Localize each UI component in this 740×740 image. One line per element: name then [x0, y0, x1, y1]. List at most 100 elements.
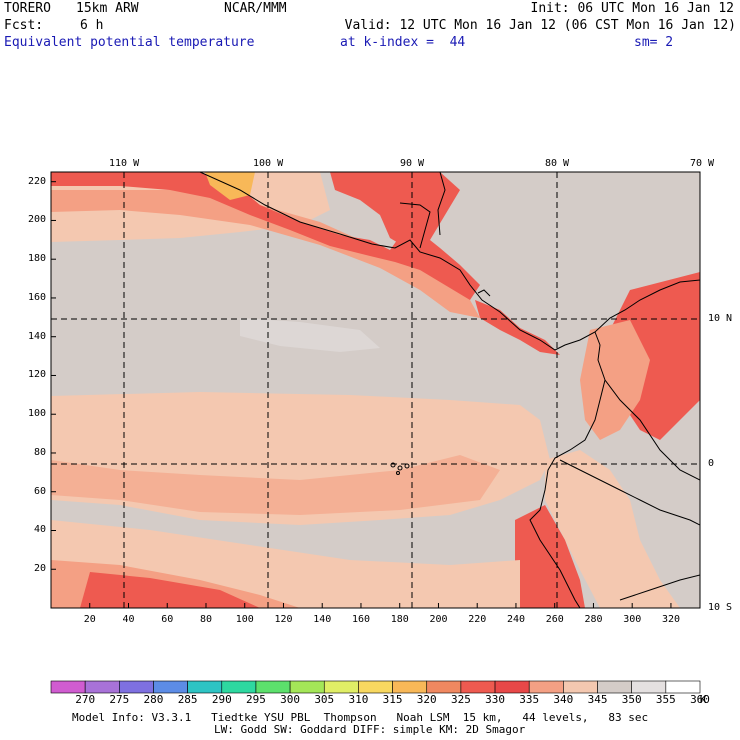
x-tick-label: 180	[390, 614, 409, 625]
lon-label-70w: 70 W	[690, 158, 715, 169]
colorbar-swatch	[563, 680, 598, 694]
x-tick-label: 100	[235, 614, 254, 625]
colorbar-swatch	[153, 680, 188, 694]
colorbar-swatch	[255, 680, 291, 694]
map-frame	[50, 171, 701, 609]
colorbar-swatch	[392, 680, 428, 694]
model-name: TORERO	[4, 1, 51, 16]
field-andes-band	[545, 450, 680, 608]
y-tick-marks	[51, 181, 56, 570]
y-tick-label: 100	[28, 408, 47, 420]
y-tick-label: 20	[34, 563, 47, 575]
field-gray-patch	[240, 318, 380, 352]
field-equatorial-warm	[51, 455, 500, 515]
forecast-hours: 6 h	[80, 18, 104, 33]
level-label: at k-index = 44	[340, 35, 466, 50]
init-time: Init: 06 UTC Mon 16 Jan 12	[530, 1, 735, 16]
colorbar-label: 280	[143, 693, 164, 706]
graticule	[51, 172, 700, 608]
x-tick-label: 320	[661, 614, 680, 625]
lon-label-110w: 110 W	[109, 158, 140, 169]
x-tick-label: 300	[623, 614, 642, 625]
x-tick-label: 260	[545, 614, 564, 625]
colorbar-label: 330	[485, 693, 505, 706]
colorbar-swatch	[289, 680, 325, 694]
colorbar-swatch	[460, 680, 496, 694]
field-name: Equivalent potential temperature	[4, 35, 255, 50]
colorbar-label: 295	[246, 693, 266, 706]
colorbar	[50, 680, 701, 694]
y-tick-label: 200	[28, 214, 47, 226]
colorbar-label: 300	[280, 693, 301, 706]
colorbar-swatch	[323, 680, 359, 694]
smoothing-label: sm= 2	[634, 35, 674, 50]
colorbar-label: 320	[416, 693, 437, 706]
colorbar-label: 310	[348, 693, 369, 706]
colorbar-swatch	[597, 680, 632, 694]
model-info-line-1: Model Info: V3.3.1 Tiedtke YSU PBL Thomp…	[72, 711, 649, 724]
colorbar-label: 305	[314, 693, 335, 706]
field-peru-red	[515, 505, 585, 608]
field-yucatan-red	[330, 172, 460, 250]
x-tick-label: 120	[274, 614, 293, 625]
model-info-line-2: LW: Godd SW: Goddard DIFF: simple KM: 2D…	[214, 723, 526, 736]
lat-label-0: 0	[708, 458, 715, 469]
colorbar-swatch	[631, 680, 667, 694]
lon-label-80w: 80 W	[545, 158, 570, 169]
coastlines	[199, 172, 700, 608]
x-tick-label: 80	[199, 614, 213, 625]
colorbar-label: 345	[587, 693, 608, 706]
x-tick-label: 20	[83, 614, 96, 625]
colorbar-label: 325	[450, 693, 471, 706]
colorbar-label: 350	[621, 693, 642, 706]
colorbar-swatch	[187, 680, 223, 694]
y-tick-label: 80	[34, 446, 47, 458]
colorbar-label: 285	[177, 693, 198, 706]
field-south-red	[80, 572, 260, 608]
lon-label-90w: 90 W	[400, 158, 425, 169]
colorbar-swatch	[50, 680, 86, 694]
x-tick-label: 40	[122, 614, 135, 625]
x-tick-marks	[89, 603, 672, 608]
colorbar-swatch	[528, 680, 564, 694]
colorbar-swatch	[221, 680, 257, 694]
lat-label-10n: 10 N	[708, 313, 733, 324]
x-tick-label: 140	[313, 614, 332, 625]
colorbar-label: 275	[109, 693, 130, 706]
colorbar-swatch	[119, 680, 154, 694]
colorbar-swatch	[665, 680, 701, 694]
x-tick-label: 220	[468, 614, 487, 625]
x-tick-label: 160	[351, 614, 371, 625]
colorbar-swatch	[84, 680, 120, 694]
x-tick-label: 60	[161, 614, 174, 625]
x-tick-label: 240	[506, 614, 526, 625]
colorbar-label: 360	[690, 693, 710, 706]
colorbar-swatch	[426, 680, 462, 694]
x-tick-label: 200	[429, 614, 448, 625]
colorbar-label: 355	[655, 693, 676, 706]
colorbar-unit: K	[699, 693, 707, 706]
y-tick-label: 180	[28, 253, 47, 265]
colorbar-label: 270	[75, 693, 96, 706]
colorbar-label: 315	[382, 693, 403, 706]
colorbar-swatch	[358, 680, 393, 694]
y-tick-label: 140	[28, 330, 47, 342]
y-tick-label: 60	[34, 485, 47, 497]
field-mexico-red	[51, 172, 480, 300]
colorbar-swatch	[494, 680, 530, 694]
x-tick-label: 280	[584, 614, 603, 625]
colorbar-label: 340	[553, 693, 574, 706]
y-tick-label: 220	[28, 175, 47, 187]
y-tick-label: 40	[34, 524, 47, 536]
y-tick-label: 120	[28, 369, 47, 381]
forecast-label: Fcst:	[4, 18, 44, 33]
valid-time: Valid: 12 UTC Mon 16 Jan 12 (06 CST Mon …	[344, 18, 736, 33]
lon-label-100w: 100 W	[253, 158, 284, 169]
lat-label-10s: 10 S	[708, 602, 733, 613]
colorbar-label: 290	[211, 693, 232, 706]
colorbar-label: 335	[519, 693, 540, 706]
y-tick-label: 160	[28, 291, 47, 303]
organization-label: NCAR/MMM	[224, 1, 287, 16]
model-resolution: 15km ARW	[76, 1, 139, 16]
